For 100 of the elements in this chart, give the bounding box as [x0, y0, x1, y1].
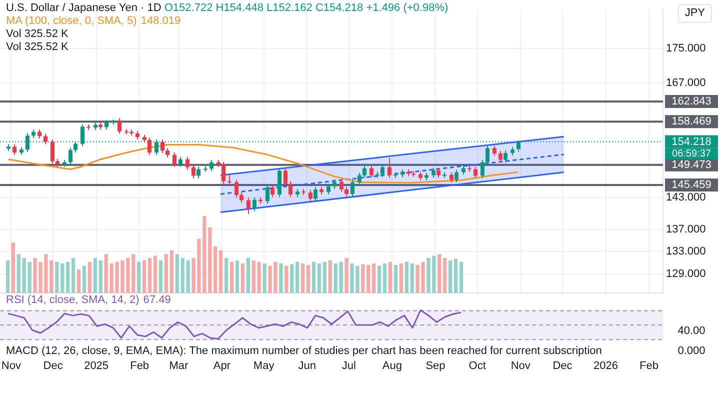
- x-tick-label: Jun: [298, 360, 316, 372]
- y-tick-label: 175.000: [666, 42, 706, 54]
- candlestick: [252, 196, 256, 212]
- candlestick: [278, 168, 282, 198]
- bar: [312, 262, 316, 293]
- bar: [98, 260, 102, 293]
- candlestick: [362, 165, 366, 178]
- candlestick: [344, 186, 348, 198]
- candlestick: [246, 197, 250, 214]
- bar: [388, 262, 392, 293]
- x-tick-label: May: [253, 360, 275, 372]
- bar: [235, 260, 240, 293]
- candlestick: [504, 150, 508, 163]
- candlestick: [166, 148, 170, 158]
- bar: [252, 260, 256, 293]
- y-tick-label: 129.000: [666, 268, 706, 280]
- x-tick-label: Nov: [510, 360, 531, 372]
- candlestick: [432, 167, 436, 178]
- bar: [214, 246, 218, 293]
- candlestick: [234, 179, 238, 198]
- candlestick: [370, 165, 374, 178]
- candlestick: [74, 140, 78, 153]
- bar: [170, 250, 174, 293]
- bar: [410, 263, 414, 293]
- candlestick: [222, 161, 226, 184]
- candlestick: [210, 159, 214, 172]
- annotation: Vol 325.52 K: [6, 28, 70, 41]
- candlestick: [12, 144, 16, 156]
- chart-subtitle: O152.722 H154.448 L152.162 C154.218 +1.496 (+0.98%): [164, 2, 448, 14]
- bar: [361, 264, 365, 293]
- bar: [284, 266, 288, 293]
- bar: [372, 263, 376, 293]
- candlestick: [474, 166, 478, 179]
- text: MACD (12, 26, close, 9, EMA, EMA): The maximum number of studies per chart has been reached for current subscription: [6, 345, 602, 358]
- ref-line-label: 158.469: [672, 116, 712, 128]
- x-tick-label: Apr: [213, 360, 231, 372]
- candlestick: [492, 145, 496, 156]
- candlestick: [284, 168, 288, 187]
- candlestick: [38, 129, 42, 140]
- candlestick: [104, 120, 108, 130]
- bar: [246, 258, 250, 293]
- candlestick: [350, 179, 354, 198]
- candlestick: [118, 118, 122, 134]
- bar: [142, 260, 146, 293]
- candlestick: [486, 145, 490, 166]
- bar: [279, 263, 283, 293]
- bar: [322, 262, 326, 293]
- bar: [448, 260, 452, 293]
- bar: [404, 262, 408, 293]
- bar: [76, 270, 81, 293]
- candlestick: [160, 138, 164, 154]
- annotation: Vol 325.52 K: [6, 41, 70, 54]
- y-tick-label: 167.000: [666, 76, 706, 89]
- bar: [438, 254, 442, 293]
- candlestick: [192, 164, 196, 179]
- candlestick: [196, 166, 200, 179]
- text: 0.000: [676, 345, 706, 358]
- x-tick-label: 2026: [594, 360, 618, 372]
- y-axis-title: JPY: [678, 4, 712, 23]
- candlestick: [266, 184, 270, 204]
- bar: [93, 258, 97, 293]
- bar: [60, 263, 64, 293]
- bar: [71, 258, 76, 293]
- bar: [328, 260, 332, 293]
- candlestick: [228, 174, 232, 186]
- bar: [399, 263, 403, 293]
- bar: [443, 258, 447, 293]
- bar: [137, 262, 141, 293]
- x-tick-label: Aug: [382, 360, 402, 372]
- x-tick-label: 2025: [84, 360, 109, 372]
- bar: [459, 262, 464, 293]
- text: 67.49: [143, 294, 171, 307]
- bar: [454, 258, 458, 293]
- candlestick: [308, 189, 312, 202]
- bar: [6, 260, 10, 293]
- text: 06:59:37: [672, 148, 712, 160]
- candlestick: [68, 147, 72, 166]
- bar: [382, 263, 387, 293]
- candlestick: [332, 178, 336, 190]
- candlestick: [498, 150, 502, 163]
- x-tick-label: Nov: [1, 360, 22, 372]
- ref-line-label: 162.843: [672, 96, 712, 108]
- bar: [82, 266, 86, 293]
- bar: [22, 258, 26, 293]
- candlestick: [186, 156, 190, 170]
- bar: [164, 254, 168, 293]
- bar: [257, 262, 261, 293]
- y-tick-label: 133.000: [666, 245, 706, 258]
- bar: [148, 258, 152, 293]
- candlestick: [44, 133, 48, 145]
- candlestick: [436, 167, 440, 178]
- candlestick: [340, 178, 344, 192]
- x-tick-label: Feb: [130, 360, 150, 372]
- bar: [153, 256, 158, 293]
- bar: [296, 262, 300, 293]
- x-tick-label: Mar: [169, 360, 188, 372]
- candlestick: [172, 152, 176, 168]
- candlestick: [178, 156, 182, 168]
- bar: [16, 254, 20, 293]
- x-tick-label: Feb: [640, 360, 659, 372]
